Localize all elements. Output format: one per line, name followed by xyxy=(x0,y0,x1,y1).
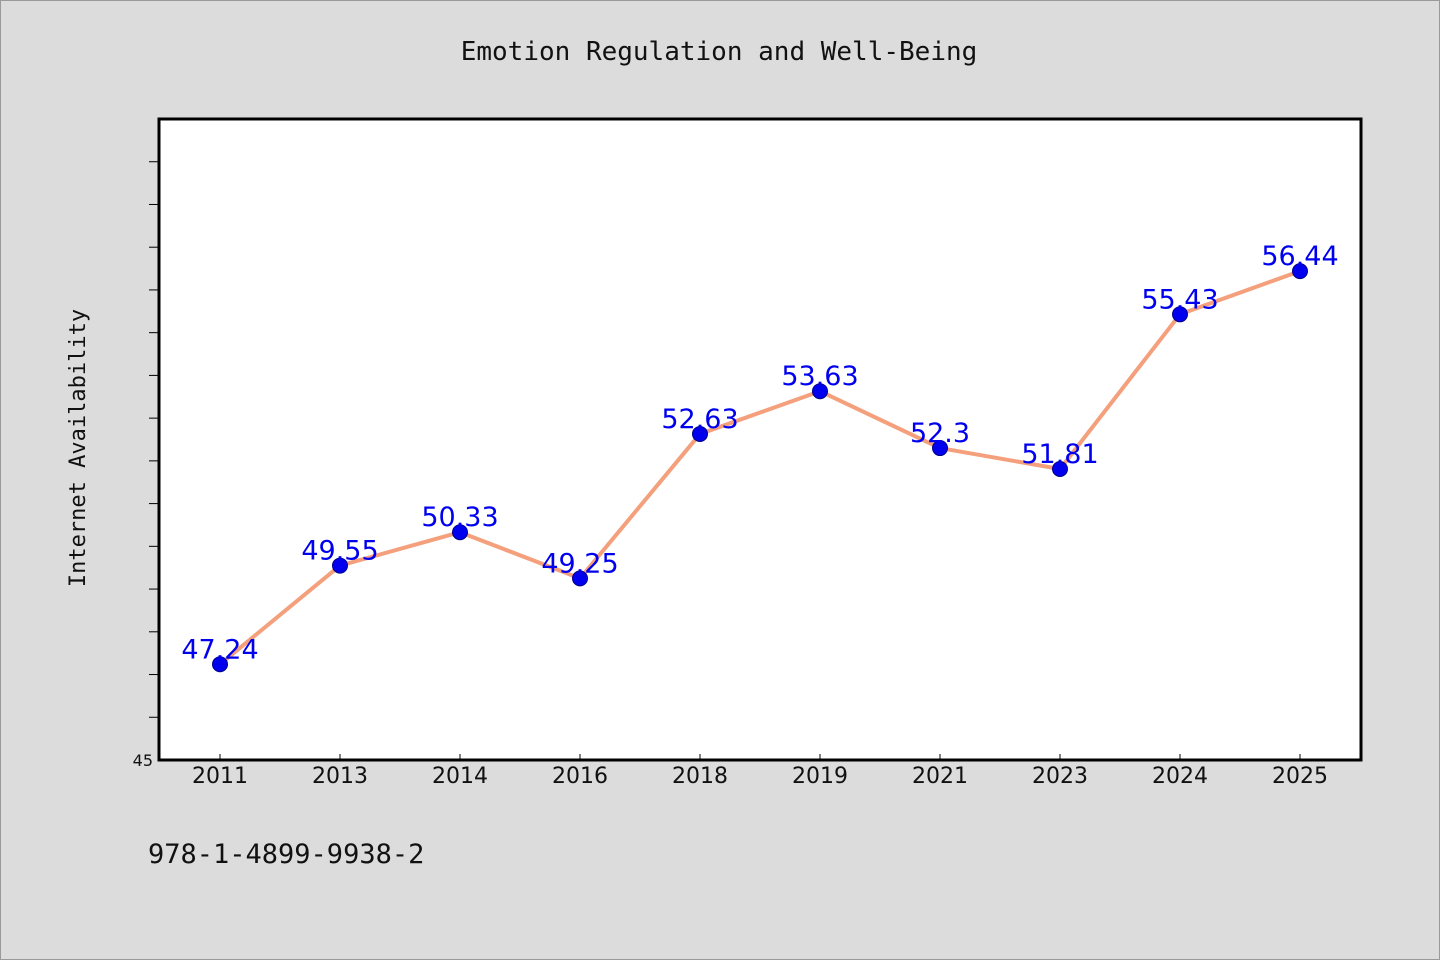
x-tick-label: 2024 xyxy=(1152,764,1208,789)
data-label: 52.63 xyxy=(661,404,738,435)
y-tick-label: 45 xyxy=(133,751,153,770)
x-tick-label: 2013 xyxy=(312,764,368,789)
x-tick-label: 2023 xyxy=(1032,764,1088,789)
chart-title: Emotion Regulation and Well-Being xyxy=(461,37,978,67)
series-line xyxy=(218,269,1302,667)
data-label: 56.44 xyxy=(1261,241,1338,272)
data-point xyxy=(692,425,708,442)
data-point xyxy=(932,440,948,457)
x-axis-ticks: 2011 2013 2014 2016 2018 2019 2021 2023 2024 2025 xyxy=(192,754,1328,789)
data-point xyxy=(1052,460,1068,477)
plot-area xyxy=(157,117,1363,762)
data-point xyxy=(212,656,228,673)
data-label: 47.24 xyxy=(181,634,258,665)
series-layer xyxy=(212,263,1308,673)
data-label: 51.81 xyxy=(1021,439,1098,470)
data-label: 55.43 xyxy=(1141,284,1218,315)
x-tick-label: 2011 xyxy=(192,764,248,789)
data-label-layer: 47.24 49.55 50.33 49.25 52.63 53.63 52.3 51.81 5… xyxy=(181,241,1338,665)
x-tick-label: 2021 xyxy=(912,764,968,789)
x-tick-label: 2014 xyxy=(432,764,488,789)
data-point xyxy=(812,383,828,400)
data-label: 52.3 xyxy=(910,418,970,449)
x-tick-label: 2018 xyxy=(672,764,728,789)
footer-identifier: 978-1-4899-9938-2 xyxy=(148,839,424,870)
data-point xyxy=(1292,263,1308,280)
data-point xyxy=(1172,306,1188,323)
data-point xyxy=(332,557,348,574)
data-label: 50.33 xyxy=(421,502,498,533)
data-point xyxy=(452,524,468,541)
data-point xyxy=(572,570,588,587)
x-tick-label: 2016 xyxy=(552,764,608,789)
y-axis-ticks: 45 xyxy=(133,161,159,770)
x-tick-label: 2025 xyxy=(1272,764,1328,789)
data-label: 49.25 xyxy=(541,548,618,579)
y-axis-label: Internet Availability xyxy=(66,309,91,587)
data-label: 49.55 xyxy=(301,536,378,567)
x-tick-label: 2019 xyxy=(792,764,848,789)
data-label: 53.63 xyxy=(781,361,858,392)
